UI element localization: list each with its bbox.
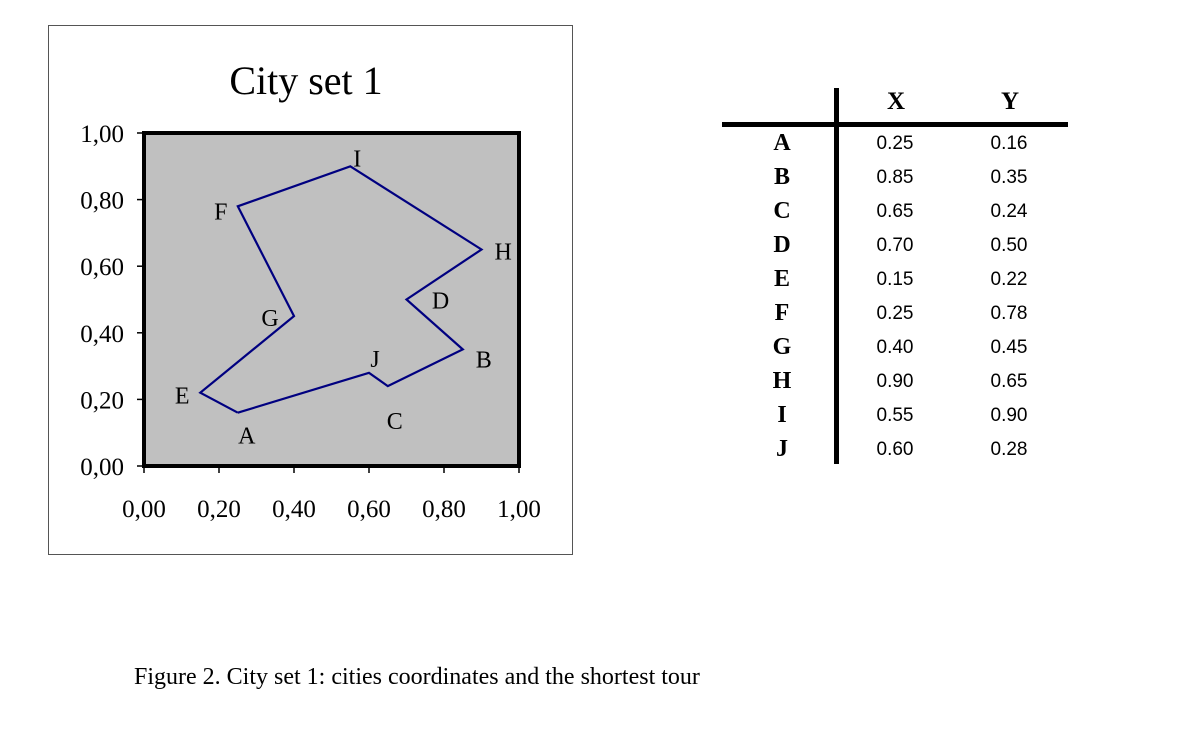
y-axis: 0,00 0,20 0,40 0,60 0,80 1,00 <box>80 121 144 481</box>
cell-y: 0.78 <box>990 303 1028 324</box>
figure-caption: Figure 2. City set 1: cities coordinates… <box>134 664 700 690</box>
table-row: A 0.25 0.16 <box>722 128 1068 162</box>
y-tick-label: 0,80 <box>80 188 124 215</box>
table-row: I 0.55 0.90 <box>722 400 1068 434</box>
cell-y: 0.65 <box>990 371 1028 392</box>
header-rule <box>722 122 1068 127</box>
city-label-c: C <box>387 409 403 435</box>
y-tick-label: 1,00 <box>80 121 124 148</box>
row-label: G <box>772 334 792 360</box>
column-header-x: X <box>886 88 906 115</box>
table-row: G 0.40 0.45 <box>722 332 1068 366</box>
row-label: E <box>773 266 790 292</box>
x-tick-label: 0,40 <box>272 496 316 523</box>
table-row: H 0.90 0.65 <box>722 366 1068 400</box>
plot-area <box>142 131 521 468</box>
row-label: B <box>773 164 790 190</box>
x-tick-label: 0,80 <box>422 496 466 523</box>
x-tick-label: 1,00 <box>497 496 541 523</box>
cell-x: 0.70 <box>876 235 914 256</box>
chart-title: City set 1 <box>229 58 382 103</box>
cell-x: 0.55 <box>876 405 914 426</box>
city-label-e: E <box>175 384 190 410</box>
row-label: I <box>777 402 787 428</box>
row-label: J <box>776 436 788 462</box>
city-labels: A B C D E F G H I J <box>175 146 512 449</box>
cell-y: 0.35 <box>990 167 1028 188</box>
y-tick-label: 0,00 <box>80 454 124 481</box>
coordinates-table: X Y A 0.25 0.16 B 0.85 0.35 C 0.65 0.24 … <box>722 88 1068 464</box>
table-row: D 0.70 0.50 <box>722 230 1068 264</box>
cell-x: 0.25 <box>876 303 914 324</box>
cell-y: 0.50 <box>990 235 1028 256</box>
x-axis: 0,00 0,20 0,40 0,60 0,80 1,00 <box>122 466 541 523</box>
row-label: D <box>773 232 791 258</box>
cell-x: 0.90 <box>876 371 914 392</box>
x-tick-label: 0,20 <box>197 496 241 523</box>
cell-x: 0.40 <box>876 337 914 358</box>
table-row: J 0.60 0.28 <box>722 434 1068 468</box>
city-label-d: D <box>432 289 449 315</box>
city-label-j: J <box>370 347 379 373</box>
city-label-f: F <box>214 199 227 225</box>
cell-x: 0.25 <box>876 133 914 154</box>
cell-y: 0.24 <box>990 201 1028 222</box>
table-row: F 0.25 0.78 <box>722 298 1068 332</box>
y-tick-label: 0,40 <box>80 321 124 348</box>
x-tick-label: 0,60 <box>347 496 391 523</box>
city-label-g: G <box>261 306 278 332</box>
cell-x: 0.15 <box>876 269 914 290</box>
table-row: B 0.85 0.35 <box>722 162 1068 196</box>
table-row: C 0.65 0.24 <box>722 196 1068 230</box>
city-label-b: B <box>476 347 492 373</box>
city-label-i: I <box>353 146 361 172</box>
tour-path <box>198 165 484 414</box>
city-label-a: A <box>238 424 256 450</box>
cell-y: 0.90 <box>990 405 1028 426</box>
row-label: C <box>773 198 791 224</box>
y-tick-label: 0,60 <box>80 254 124 281</box>
table-row: E 0.15 0.22 <box>722 264 1068 298</box>
cell-y: 0.28 <box>990 439 1028 460</box>
y-tick-label: 0,20 <box>80 387 124 414</box>
row-label: H <box>772 368 792 394</box>
x-tick-label: 0,00 <box>122 496 166 523</box>
cell-x: 0.65 <box>876 201 914 222</box>
cell-x: 0.85 <box>876 167 914 188</box>
cell-y: 0.45 <box>990 337 1028 358</box>
row-label: F <box>774 300 790 326</box>
row-label: A <box>773 130 791 156</box>
cell-y: 0.16 <box>990 133 1028 154</box>
cell-x: 0.60 <box>876 439 914 460</box>
column-header-y: Y <box>1000 88 1020 115</box>
city-label-h: H <box>495 240 512 266</box>
label-column-rule <box>834 88 839 464</box>
cell-y: 0.22 <box>990 269 1028 290</box>
